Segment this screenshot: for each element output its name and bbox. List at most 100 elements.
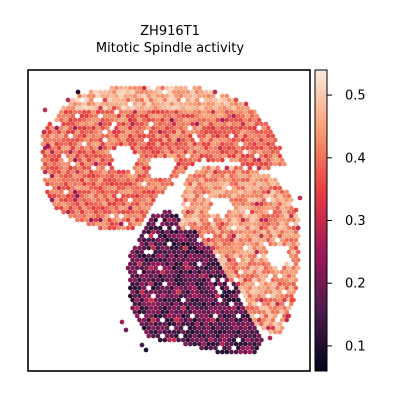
spot	[144, 106, 149, 111]
spot	[66, 210, 71, 215]
spot	[50, 174, 55, 179]
spot	[220, 246, 225, 251]
spot	[133, 174, 138, 179]
spot	[52, 146, 57, 151]
spot	[149, 186, 154, 191]
spot	[130, 250, 135, 255]
spot	[165, 254, 170, 259]
spot	[100, 110, 105, 115]
spot	[248, 166, 253, 171]
spot	[130, 290, 135, 295]
spot	[103, 98, 108, 103]
spot	[238, 318, 243, 323]
spot	[165, 238, 170, 243]
spot	[68, 174, 73, 179]
spot	[185, 138, 190, 143]
spot	[238, 214, 243, 219]
spot	[252, 150, 257, 155]
spot	[128, 222, 133, 227]
spot	[133, 294, 138, 299]
spot	[254, 178, 259, 183]
spot	[248, 318, 253, 323]
spot	[174, 246, 179, 251]
spot	[261, 262, 266, 267]
spot	[82, 206, 87, 211]
spot	[206, 270, 211, 275]
spot	[98, 178, 103, 183]
spot	[289, 246, 294, 251]
spot	[195, 290, 200, 295]
spot	[197, 126, 202, 131]
spot	[252, 246, 257, 251]
spot	[229, 158, 234, 163]
spot	[160, 102, 165, 107]
spot	[139, 242, 144, 247]
spot	[268, 290, 273, 295]
spot	[70, 138, 75, 143]
spot	[243, 350, 248, 355]
spot	[234, 158, 239, 163]
spot	[241, 146, 246, 151]
spot	[236, 186, 241, 191]
spot	[133, 166, 138, 171]
spot	[195, 250, 200, 255]
spot	[206, 206, 211, 211]
spot	[144, 146, 149, 151]
spot	[153, 298, 158, 303]
spot	[144, 122, 149, 127]
spot	[211, 334, 216, 339]
spot	[188, 326, 193, 331]
spot	[172, 290, 177, 295]
spot	[50, 134, 55, 139]
spot	[197, 222, 202, 227]
spot	[241, 186, 246, 191]
spot	[291, 258, 296, 263]
spot	[254, 346, 259, 351]
spot	[162, 258, 167, 263]
spot	[119, 126, 124, 131]
spot	[213, 226, 218, 231]
chart-title: ZH916T1	[140, 24, 200, 39]
spot	[130, 226, 135, 231]
spot	[222, 266, 227, 271]
spot	[231, 122, 236, 127]
spot	[222, 98, 227, 103]
spot	[227, 266, 232, 271]
spot	[77, 142, 82, 147]
spot	[130, 202, 135, 207]
spot	[137, 142, 142, 147]
spot	[277, 330, 282, 335]
spot	[241, 210, 246, 215]
spot	[105, 214, 110, 219]
spot	[160, 182, 165, 187]
spot	[257, 206, 262, 211]
spot	[75, 170, 80, 175]
spot	[139, 306, 144, 311]
spot	[215, 302, 220, 307]
spot	[254, 306, 259, 311]
spot	[169, 278, 174, 283]
spot	[174, 134, 179, 139]
spot	[156, 230, 161, 235]
spot	[153, 90, 158, 95]
spot	[128, 294, 133, 299]
spot	[238, 326, 243, 331]
spot	[245, 138, 250, 143]
spot	[167, 298, 172, 303]
spot	[271, 286, 276, 291]
spot	[82, 94, 87, 99]
spot	[231, 202, 236, 207]
spot	[103, 178, 108, 183]
spot	[153, 322, 158, 327]
spot	[250, 314, 255, 319]
spot	[153, 290, 158, 295]
spot	[188, 142, 193, 147]
spot	[98, 226, 103, 231]
spot	[130, 146, 135, 151]
spot	[188, 294, 193, 299]
spot	[234, 246, 239, 251]
spot	[139, 202, 144, 207]
spot	[135, 266, 140, 271]
spot	[208, 250, 213, 255]
spot	[142, 86, 147, 91]
